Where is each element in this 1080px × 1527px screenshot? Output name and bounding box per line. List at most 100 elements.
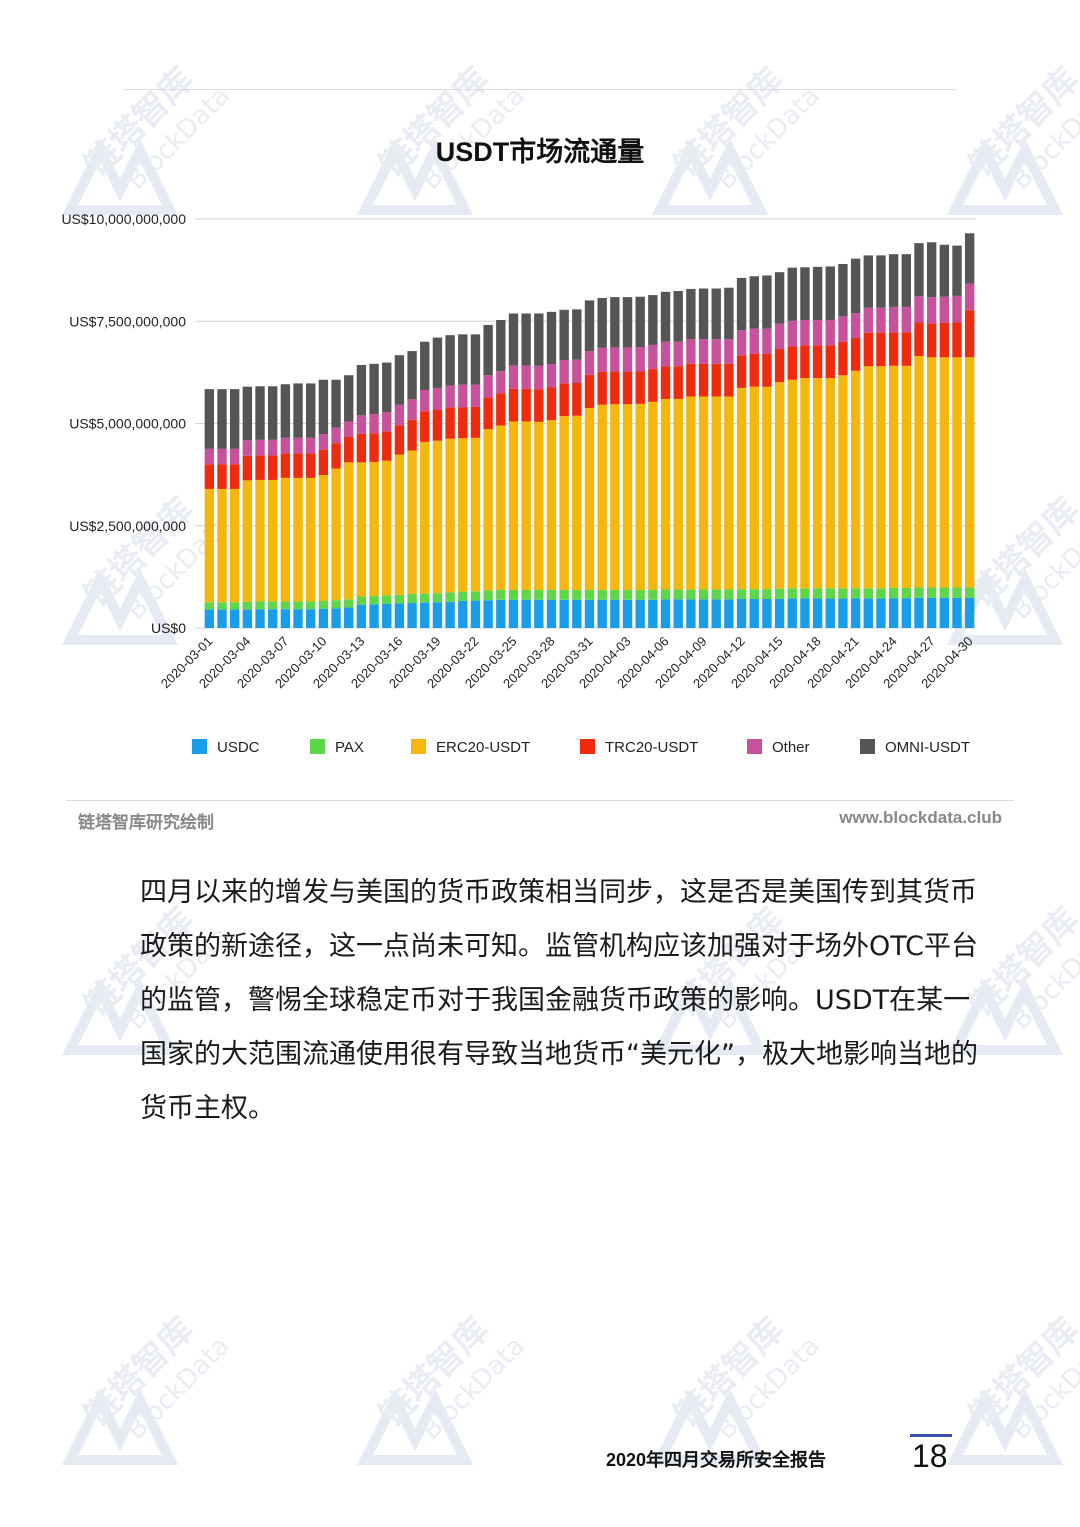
page-number: 18 bbox=[912, 1438, 948, 1474]
bar-segment-usdc bbox=[876, 598, 886, 628]
bar-segment-other bbox=[660, 341, 671, 367]
bar-segment-usdc bbox=[407, 603, 417, 628]
bar-segment-trc20-usdt bbox=[496, 393, 506, 426]
bar-segment-trc20-usdt bbox=[534, 389, 544, 422]
bar-segment-erc20-usdt bbox=[800, 378, 810, 589]
bar-segment-pax bbox=[850, 588, 861, 599]
bar-segment-erc20-usdt bbox=[863, 366, 873, 589]
bar-segment-usdc bbox=[926, 597, 937, 628]
bar-segment-usdc bbox=[939, 597, 950, 628]
legend-label: ERC20-USDT bbox=[436, 739, 530, 756]
bar-segment-erc20-usdt bbox=[850, 370, 861, 589]
bar-segment-pax bbox=[800, 588, 810, 599]
bar-segment-trc20-usdt bbox=[217, 464, 227, 489]
bar-segment-trc20-usdt bbox=[863, 332, 873, 367]
bar-segment-omni-usdt bbox=[597, 297, 607, 348]
bar-segment-omni-usdt bbox=[622, 297, 633, 348]
bar-segment-pax bbox=[926, 587, 937, 598]
bar-segment-pax bbox=[622, 589, 633, 600]
bar-segment-pax bbox=[318, 601, 329, 609]
bar-segment-usdc bbox=[838, 598, 848, 628]
bar-segment-omni-usdt bbox=[356, 365, 367, 416]
svg-text:链塔智库: 链塔智库 bbox=[77, 1310, 201, 1434]
bar-segment-erc20-usdt bbox=[432, 440, 443, 594]
watermark: 链塔智库 BlockData bbox=[650, 1290, 830, 1470]
bar-segment-other bbox=[724, 339, 734, 364]
legend-swatch bbox=[411, 739, 426, 754]
bar-segment-other bbox=[686, 339, 696, 364]
bar-segment-trc20-usdt bbox=[407, 419, 417, 451]
bar-segment-other bbox=[800, 320, 810, 346]
bar-segment-usdc bbox=[850, 598, 861, 628]
bar-segment-omni-usdt bbox=[686, 288, 696, 340]
bar-segment-omni-usdt bbox=[648, 295, 658, 345]
bar-segment-erc20-usdt bbox=[318, 475, 329, 601]
svg-text:BlockData: BlockData bbox=[1006, 921, 1080, 1036]
bar-segment-omni-usdt bbox=[293, 383, 303, 438]
bar-segment-omni-usdt bbox=[698, 288, 709, 340]
bar-segment-usdc bbox=[888, 598, 899, 628]
footer-report-title: 2020年四月交易所安全报告 bbox=[606, 1450, 827, 1470]
bar-segment-pax bbox=[914, 587, 924, 598]
bar-segment-pax bbox=[445, 592, 455, 602]
svg-text:链塔智库: 链塔智库 bbox=[372, 1310, 496, 1434]
bar-segment-pax bbox=[635, 589, 645, 600]
bar-segment-omni-usdt bbox=[762, 275, 772, 329]
bar-segment-usdc bbox=[458, 601, 468, 628]
bottom-divider bbox=[66, 800, 1014, 801]
bar-segment-trc20-usdt bbox=[445, 407, 455, 439]
bar-segment-pax bbox=[546, 589, 557, 600]
bar-segment-erc20-usdt bbox=[331, 468, 341, 601]
page-number-accent bbox=[910, 1434, 952, 1437]
bar-segment-omni-usdt bbox=[521, 313, 531, 366]
bar-segment-omni-usdt bbox=[306, 383, 316, 438]
bar-segment-erc20-usdt bbox=[952, 357, 962, 588]
bar-segment-usdc bbox=[698, 599, 709, 628]
bar-segment-trc20-usdt bbox=[939, 322, 950, 358]
bar-segment-erc20-usdt bbox=[749, 386, 759, 590]
bar-segment-trc20-usdt bbox=[229, 464, 240, 489]
bar-segment-usdc bbox=[394, 603, 405, 628]
bar-segment-usdc bbox=[572, 599, 582, 628]
bar-segment-trc20-usdt bbox=[686, 363, 696, 397]
bar-segment-other bbox=[521, 365, 531, 389]
bar-segment-usdc bbox=[255, 609, 265, 628]
bar-segment-trc20-usdt bbox=[344, 437, 354, 463]
bar-segment-pax bbox=[724, 589, 734, 600]
bar-segment-other bbox=[635, 347, 645, 372]
bar-segment-other bbox=[559, 360, 569, 384]
bar-segment-pax bbox=[229, 602, 240, 610]
bar-segment-pax bbox=[711, 589, 721, 600]
bar-segment-trc20-usdt bbox=[926, 323, 937, 358]
bar-segment-usdc bbox=[432, 602, 443, 628]
bar-segment-erc20-usdt bbox=[496, 425, 506, 590]
bar-segment-erc20-usdt bbox=[204, 488, 215, 603]
bar-segment-other bbox=[546, 364, 557, 388]
bar-segment-trc20-usdt bbox=[698, 363, 709, 397]
chart-title: USDT市场流通量 bbox=[435, 137, 645, 167]
bar-segment-trc20-usdt bbox=[901, 332, 911, 366]
bar-segment-usdc bbox=[204, 609, 215, 628]
bar-segment-pax bbox=[458, 591, 468, 602]
bar-segment-omni-usdt bbox=[432, 337, 443, 388]
bar-segment-omni-usdt bbox=[800, 267, 810, 321]
bar-segment-erc20-usdt bbox=[825, 378, 835, 589]
bar-segment-omni-usdt bbox=[559, 309, 569, 361]
bar-segment-usdc bbox=[901, 598, 911, 628]
bar-segment-trc20-usdt bbox=[914, 322, 924, 357]
bar-segment-erc20-usdt bbox=[508, 421, 519, 590]
bar-segment-pax bbox=[534, 589, 544, 600]
bar-segment-erc20-usdt bbox=[787, 379, 797, 589]
bar-segment-usdc bbox=[648, 599, 658, 628]
bar-segment-erc20-usdt bbox=[534, 421, 544, 590]
bar-segment-omni-usdt bbox=[787, 267, 797, 321]
bar-segment-omni-usdt bbox=[344, 375, 354, 422]
bar-segment-pax bbox=[648, 589, 658, 600]
bar-segment-other bbox=[572, 359, 582, 384]
bar-segment-pax bbox=[698, 589, 709, 600]
bar-segment-trc20-usdt bbox=[521, 388, 531, 422]
bar-segment-other bbox=[217, 448, 227, 465]
bar-segment-erc20-usdt bbox=[914, 356, 924, 588]
y-tick-label: US$10,000,000,000 bbox=[61, 211, 186, 227]
bar-segment-pax bbox=[496, 589, 506, 600]
